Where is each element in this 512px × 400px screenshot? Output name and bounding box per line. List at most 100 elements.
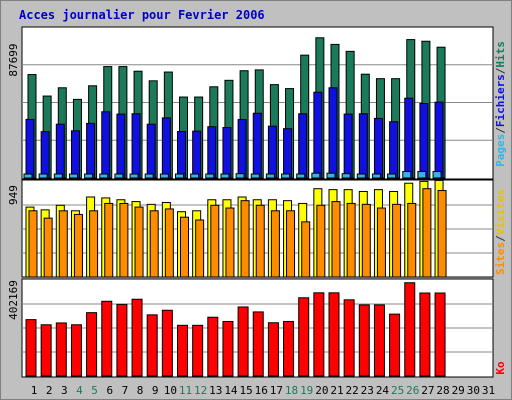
fichiers-bar-20 [313, 91, 323, 179]
pages-bar-26 [402, 171, 412, 179]
pages-bar-3 [53, 173, 63, 179]
pages-bar-24 [371, 173, 381, 179]
legend-top: Pages/Fichiers/Hits [494, 41, 507, 167]
legend-mid: Sites/Visites [494, 189, 507, 275]
x-tick-label-5: 5 [91, 384, 98, 397]
ko-bar-10 [161, 309, 173, 377]
fichiers-bar-3 [55, 123, 65, 179]
ko-bar-14 [222, 320, 234, 377]
fichiers-bar-28 [434, 101, 444, 179]
svg-text:Sites/Visites: Sites/Visites [494, 189, 507, 275]
ko-bar-17 [267, 322, 279, 377]
sites-bar-27 [422, 188, 432, 278]
x-tick-label-7: 7 [122, 384, 129, 397]
sites-bar-10 [164, 208, 174, 278]
x-tick-label-6: 6 [106, 384, 113, 397]
x-tick-label-9: 9 [152, 384, 159, 397]
fichiers-bar-15 [237, 119, 247, 179]
fichiers-bar-18 [283, 128, 293, 179]
sites-bar-16 [255, 204, 265, 278]
pages-bar-10 [159, 173, 169, 179]
ko-bar-1 [25, 319, 37, 377]
ko-bar-16 [252, 311, 264, 377]
x-tick-label-21: 21 [330, 384, 343, 397]
ko-bar-18 [283, 320, 295, 377]
x-tick-label-23: 23 [361, 384, 374, 397]
sites-bar-20 [316, 204, 326, 278]
x-tick-label-28: 28 [436, 384, 449, 397]
fichiers-bar-25 [389, 121, 399, 179]
pages-bar-9 [144, 173, 154, 179]
pages-bar-23 [356, 173, 366, 179]
x-tick-label-20: 20 [315, 384, 328, 397]
ko-bar-15 [237, 306, 249, 377]
svg-text:Pages/Fichiers/Hits: Pages/Fichiers/Hits [494, 41, 507, 167]
fichiers-bar-8 [131, 113, 141, 179]
sites-bar-21 [331, 201, 341, 278]
x-tick-label-27: 27 [421, 384, 434, 397]
ko-bar-7 [116, 303, 128, 377]
pages-bar-5 [84, 173, 94, 179]
x-tick-label-31: 31 [482, 384, 495, 397]
x-tick-label-4: 4 [76, 384, 83, 397]
fichiers-bar-24 [373, 117, 383, 179]
x-axis-labels: 1 2 3 4 5 6 7 8 9 10 11 12 13 14 15 16 17 18 19 20 21 22 23 24 2… [31, 384, 495, 397]
x-tick-label-24: 24 [376, 384, 390, 397]
sites-bar-1 [28, 210, 38, 278]
fichiers-bar-12 [192, 130, 202, 179]
ko-bar-22 [343, 299, 355, 377]
ko-bar-23 [358, 304, 370, 377]
ko-bar-5 [86, 312, 98, 377]
fichiers-bar-11 [177, 130, 186, 179]
ko-bar-6 [101, 300, 113, 377]
pages-bar-4 [68, 173, 78, 179]
pages-bar-6 [99, 173, 109, 179]
sites-bar-15 [240, 200, 250, 278]
fichiers-bar-9 [146, 123, 156, 179]
legend-sep-1: / [494, 127, 507, 134]
ko-ymax-label: 402169 [7, 280, 20, 320]
x-tick-label-22: 22 [346, 384, 359, 397]
sites-bar-28 [437, 190, 447, 278]
fichiers-bar-16 [252, 112, 262, 179]
legend-ko: Ko [494, 361, 507, 375]
hits-ymax-label: 87699 [7, 43, 20, 76]
pages-bar-12 [190, 173, 200, 179]
ko-bar-19 [298, 297, 310, 377]
fichiers-bar-6 [101, 111, 111, 179]
fichiers-bar-13 [207, 126, 217, 179]
x-tick-label-11: 11 [179, 384, 192, 397]
pages-bar-25 [387, 173, 397, 179]
ko-bar-27 [419, 292, 431, 377]
pages-bar-8 [129, 173, 139, 179]
pages-bar-17 [265, 173, 275, 179]
x-tick-label-19: 19 [300, 384, 313, 397]
pages-bar-20 [311, 172, 321, 179]
pages-bar-22 [341, 173, 351, 179]
ko-bar-8 [131, 298, 143, 377]
x-tick-label-3: 3 [61, 384, 68, 397]
ko-bar-2 [40, 324, 52, 377]
sites-bar-8 [134, 206, 144, 278]
sites-bar-4 [73, 213, 83, 278]
pages-bar-28 [432, 171, 442, 179]
sites-bar-11 [180, 216, 189, 278]
pages-bar-16 [250, 173, 260, 179]
ko-bar-11 [177, 324, 188, 377]
fichiers-bar-26 [404, 97, 414, 179]
visites-ymax-label: 949 [7, 185, 20, 205]
pages-bar-14 [220, 173, 230, 179]
ko-bar-3 [55, 322, 67, 377]
fichiers-bar-27 [419, 102, 429, 179]
pages-bar-19 [296, 173, 306, 179]
x-tick-label-17: 17 [270, 384, 283, 397]
ko-bar-24 [373, 304, 385, 377]
ko-bar-28 [434, 292, 446, 377]
ko-bar-4 [70, 324, 82, 377]
sites-bar-19 [301, 221, 311, 278]
pages-bar-21 [326, 172, 336, 179]
fichiers-bar-10 [161, 117, 171, 179]
fichiers-bar-1 [25, 118, 35, 179]
